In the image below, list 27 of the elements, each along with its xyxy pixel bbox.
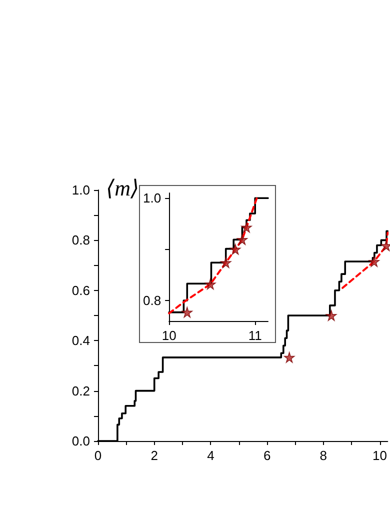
x-tick-label: 6 (263, 448, 271, 463)
y-tick-label: 1.0 (142, 190, 162, 206)
y-tick-label: 0.2 (72, 383, 90, 398)
point (230, 244, 241, 255)
x-tick-label: 10 (372, 448, 388, 463)
x-tick-label: 10 (162, 328, 176, 343)
y-axis-title: ⟨m⟩ (106, 176, 140, 200)
point (326, 310, 337, 321)
x-tick-label: 2 (150, 448, 158, 463)
x-tick-label: 11 (248, 328, 262, 343)
y-tick-label: 0.6 (72, 282, 90, 298)
line-series (342, 232, 389, 289)
x-tick-label: 8 (320, 448, 328, 463)
y-tick-label: 1.0 (72, 182, 90, 198)
point (220, 257, 232, 268)
point (204, 278, 216, 290)
y-tick-label: 0.8 (142, 293, 162, 308)
point (368, 256, 380, 267)
point (284, 352, 295, 363)
y-tick-label: 0.0 (72, 434, 90, 448)
x-tick-label: 4 (207, 448, 214, 463)
point (241, 222, 252, 233)
y-tick-label: 0.4 (72, 333, 90, 348)
x-tick-label: 0 (94, 448, 102, 463)
y-tick-label: 0.8 (72, 232, 90, 248)
point (236, 234, 248, 245)
point (182, 306, 193, 318)
